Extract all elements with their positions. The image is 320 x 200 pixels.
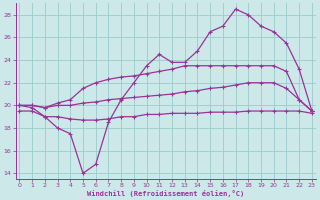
X-axis label: Windchill (Refroidissement éolien,°C): Windchill (Refroidissement éolien,°C) xyxy=(87,190,244,197)
